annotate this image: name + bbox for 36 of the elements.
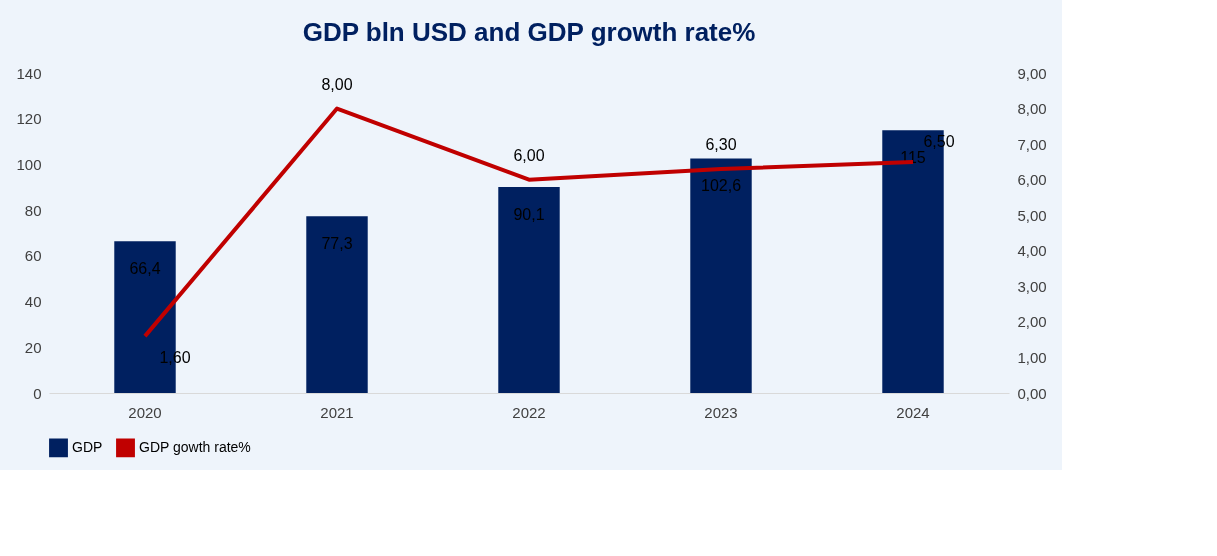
y2-tick-label: 2,00 bbox=[1017, 313, 1047, 331]
data-label: 77,3 bbox=[321, 235, 353, 253]
x-tick-label: 2020 bbox=[128, 403, 162, 421]
x-tick-label: 2022 bbox=[512, 403, 546, 421]
y2-tick-label: 8,00 bbox=[1017, 100, 1047, 118]
y2-tick-label: 7,00 bbox=[1017, 135, 1047, 153]
data-label: 90,1 bbox=[513, 206, 545, 224]
y2-tick-label: 0,00 bbox=[1017, 384, 1047, 402]
y-tick-label: 140 bbox=[16, 64, 42, 82]
legend-label: GDP bbox=[72, 438, 103, 455]
y2-tick-label: 9,00 bbox=[1017, 64, 1047, 82]
y2-tick-label: 4,00 bbox=[1017, 242, 1047, 260]
y-tick-label: 40 bbox=[24, 293, 42, 311]
y2-tick-label: 6,00 bbox=[1017, 171, 1047, 189]
bar bbox=[690, 158, 752, 393]
y2-tick-label: 1,00 bbox=[1017, 348, 1047, 366]
y-tick-label: 80 bbox=[24, 201, 42, 219]
y-tick-label: 120 bbox=[16, 110, 42, 128]
chart-title: GDP bln USD and GDP growth rate% bbox=[302, 17, 756, 47]
x-tick-label: 2021 bbox=[320, 403, 354, 421]
bar bbox=[498, 187, 560, 393]
data-label: 66,4 bbox=[129, 260, 161, 278]
x-tick-label: 2024 bbox=[896, 403, 930, 421]
y-tick-label: 0 bbox=[33, 384, 42, 402]
y-tick-label: 20 bbox=[24, 338, 42, 356]
y-tick-label: 100 bbox=[16, 155, 42, 173]
data-label: 6,00 bbox=[513, 146, 545, 164]
y2-tick-label: 3,00 bbox=[1017, 277, 1047, 295]
bar bbox=[306, 216, 368, 393]
data-label: 102,6 bbox=[700, 177, 742, 195]
y2-tick-label: 5,00 bbox=[1017, 206, 1047, 224]
x-tick-label: 2023 bbox=[704, 403, 738, 421]
data-label: 6,30 bbox=[705, 136, 737, 153]
data-label: 8,00 bbox=[321, 75, 353, 93]
y-tick-label: 60 bbox=[24, 247, 42, 265]
legend-label: GDP gowth rate% bbox=[139, 438, 251, 455]
